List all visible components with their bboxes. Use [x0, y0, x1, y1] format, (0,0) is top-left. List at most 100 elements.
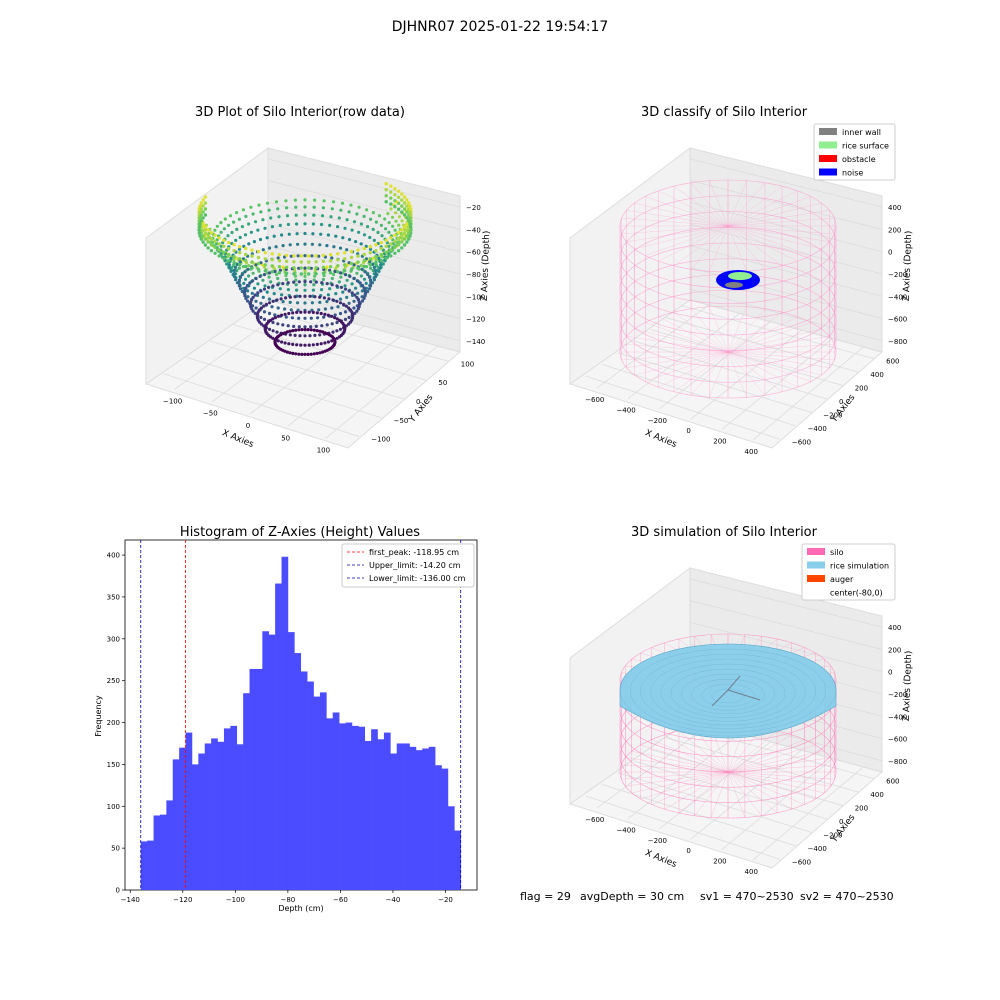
classify-ztick-label: −400: [888, 293, 907, 301]
classify-silo-spoke: [673, 186, 729, 227]
classify-silo-spoke: [727, 225, 835, 235]
simulation-silo-spoke: [664, 734, 729, 773]
histogram-bar: [275, 583, 282, 890]
rawdata-point: [328, 223, 332, 227]
rawdata-point: [242, 291, 247, 295]
rawdata-point: [356, 260, 360, 264]
rawdata-point: [237, 266, 241, 270]
simulation-legend-label: silo: [830, 548, 844, 557]
simulation-silo-spoke: [640, 771, 729, 800]
classify-silo-spoke: [690, 182, 729, 227]
histogram-bar: [409, 746, 417, 890]
rawdata-point: [408, 204, 412, 208]
rawdata-point: [267, 275, 271, 279]
rawdata-point: [267, 208, 271, 212]
classify-ytick-label: −200: [823, 411, 842, 419]
rawdata-point: [408, 228, 412, 232]
rawdata-point: [321, 265, 326, 269]
rawdata-point: [330, 306, 334, 310]
rawdata-point: [292, 266, 296, 270]
simulation-silo-spoke: [727, 771, 805, 805]
rawdata-point: [393, 205, 397, 209]
rawdata-point: [285, 350, 289, 354]
histogram-xtick-label: −120: [173, 896, 192, 904]
rawdata-point: [317, 254, 321, 258]
classify-silo-spoke: [709, 225, 729, 272]
rawdata-point: [363, 289, 367, 293]
rawdata-point: [311, 343, 315, 347]
rawdata-point: [271, 299, 275, 303]
rawdata-point: [354, 240, 358, 244]
rawdata-point: [310, 254, 314, 258]
simulation-silo-spoke: [727, 771, 746, 818]
rawdata-point: [237, 217, 241, 221]
rawdata-point: [400, 198, 404, 202]
rawdata-point: [402, 207, 407, 211]
histogram-bar: [166, 800, 174, 890]
rawdata-point: [309, 316, 313, 320]
rawdata-point: [360, 299, 365, 303]
rawdata-point: [341, 290, 345, 294]
rawdata-point: [379, 252, 383, 257]
classify-silo-spoke: [621, 351, 729, 361]
rawdata-point: [312, 278, 316, 282]
simulation-silo-spoke: [664, 771, 729, 810]
simulation-silo-spoke: [621, 771, 729, 780]
rawdata-ytick-label: −50: [394, 417, 409, 425]
rawdata-point: [299, 272, 303, 276]
rawdata-point: [277, 253, 282, 257]
classify-silo-spoke: [634, 328, 729, 353]
rawdata-point: [314, 254, 318, 258]
rawdata-point: [265, 201, 270, 205]
rawdata-point: [250, 266, 254, 270]
classify-silo-spoke: [626, 351, 729, 368]
rawdata-zlabel: Z Axies (Depth): [480, 231, 492, 302]
rawdata-point: [313, 198, 317, 202]
simulation-ygrid: [633, 760, 828, 820]
simulation-xtick-label: −600: [585, 816, 604, 824]
rawdata-zgrid: [267, 158, 461, 208]
classify-silo-spoke: [727, 225, 766, 270]
simulation-silo-spoke: [727, 771, 762, 816]
simulation-silo-spoke: [727, 739, 805, 773]
rawdata-point: [363, 270, 367, 274]
rawdata-point: [274, 200, 279, 204]
classify-zgrid: [689, 245, 883, 297]
rawdata-point: [343, 284, 347, 288]
rawdata-point: [267, 285, 271, 289]
simulation-ygrid: [665, 737, 859, 793]
rawdata-point: [227, 252, 231, 257]
rawdata-ztick-label: −100: [466, 293, 485, 301]
rawdata-point: [244, 264, 248, 269]
rawdata-point: [307, 266, 311, 270]
rawdata-point: [277, 259, 282, 263]
simulation-title: 3D simulation of Silo Interior: [631, 525, 818, 540]
rawdata-point: [335, 299, 339, 303]
rawdata-point: [400, 228, 404, 232]
rawdata-point: [242, 281, 246, 285]
classify-silo-spoke: [727, 351, 798, 388]
rawdata-point: [277, 265, 282, 269]
rawdata-point: [312, 283, 316, 287]
rawdata-point: [294, 213, 298, 217]
rawdata-point: [281, 300, 285, 304]
rawdata-point: [296, 254, 300, 258]
rawdata-point: [333, 313, 337, 317]
histogram-bar: [435, 765, 442, 890]
rawdata-point: [374, 243, 378, 247]
rawdata-point: [250, 248, 254, 252]
rawdata-point: [256, 282, 260, 286]
rawdata-point: [226, 234, 230, 238]
rawdata-point: [227, 258, 231, 263]
rawdata-point: [245, 299, 250, 303]
rawdata-point: [368, 235, 372, 240]
rawdata-point: [389, 242, 393, 246]
rawdata-point: [400, 234, 404, 238]
histogram-ytick-label: 350: [107, 593, 120, 601]
rawdata-point: [303, 294, 307, 298]
classify-silo-spoke: [645, 225, 729, 256]
classify-silo-spoke: [727, 190, 798, 227]
histogram-bar: [371, 729, 378, 890]
rawdata-point: [342, 302, 346, 306]
rawdata-point: [345, 278, 349, 282]
